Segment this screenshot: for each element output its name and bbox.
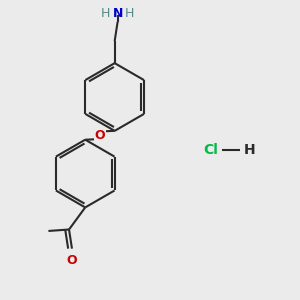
Text: N: N: [112, 7, 123, 20]
Text: Cl: Cl: [203, 143, 218, 157]
Text: H: H: [125, 7, 134, 20]
Text: H: H: [101, 7, 110, 20]
Text: H: H: [244, 143, 256, 157]
Text: O: O: [67, 254, 77, 267]
Text: O: O: [94, 129, 105, 142]
